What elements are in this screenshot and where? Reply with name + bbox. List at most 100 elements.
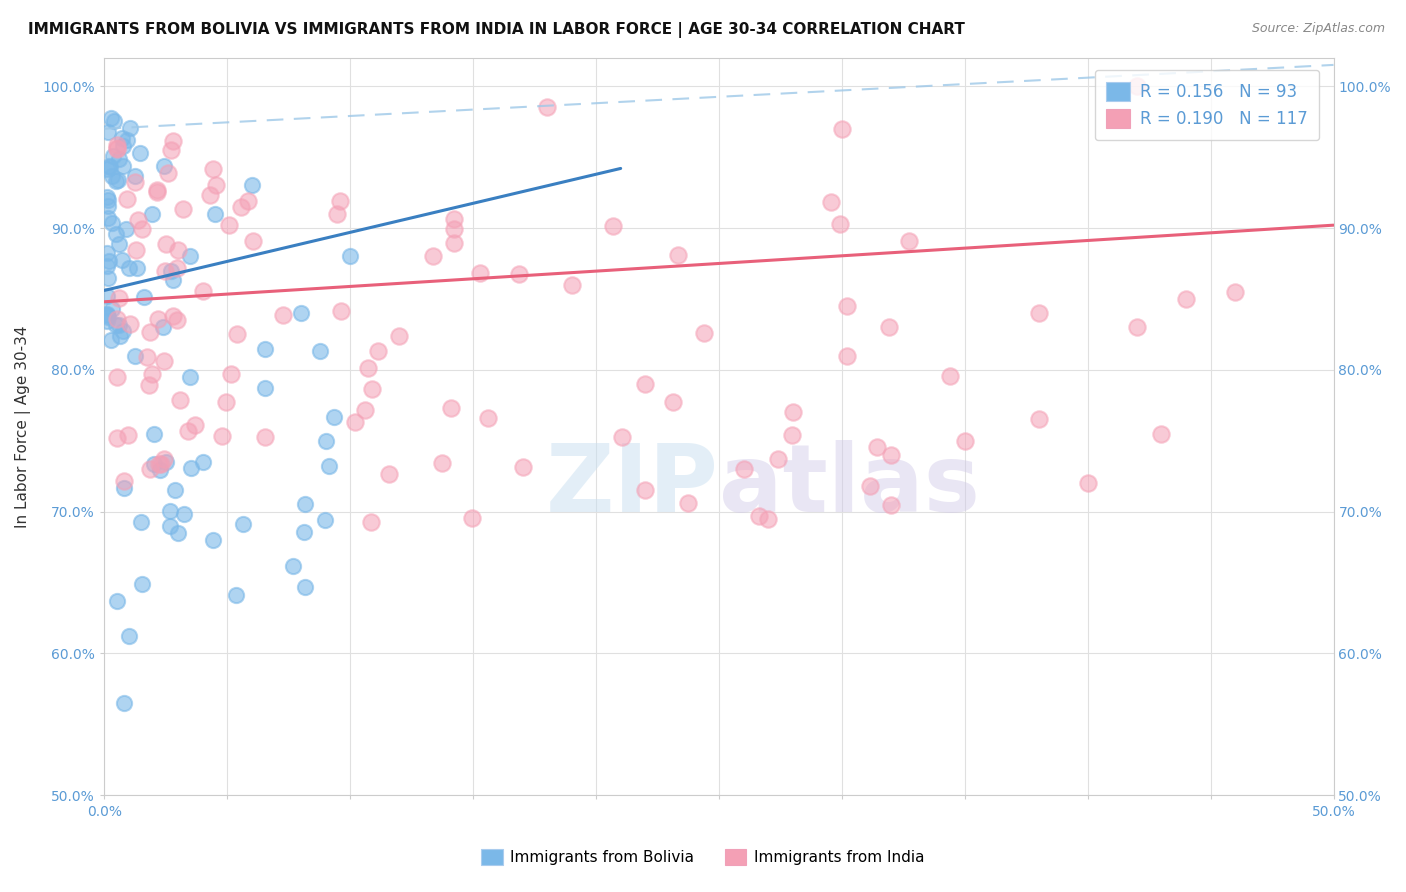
Point bbox=[780, 428, 803, 442]
Point bbox=[344, 416, 367, 430]
Point bbox=[290, 306, 312, 320]
Point bbox=[97, 211, 120, 226]
Point bbox=[240, 178, 263, 193]
Point bbox=[105, 137, 128, 152]
Text: atlas: atlas bbox=[718, 440, 980, 532]
Point bbox=[152, 354, 174, 368]
Point bbox=[242, 234, 264, 248]
Point bbox=[1225, 285, 1247, 299]
Point bbox=[159, 518, 181, 533]
Point bbox=[353, 403, 375, 417]
Point bbox=[100, 111, 122, 125]
Point bbox=[193, 285, 215, 299]
Point bbox=[96, 260, 118, 274]
Point bbox=[177, 424, 200, 438]
Point bbox=[96, 289, 118, 303]
Point bbox=[97, 125, 120, 139]
Point bbox=[125, 243, 148, 257]
Point bbox=[118, 630, 141, 644]
Point bbox=[477, 410, 499, 425]
Point bbox=[103, 114, 125, 128]
Point bbox=[96, 190, 118, 204]
Point bbox=[1077, 476, 1099, 491]
Point bbox=[112, 474, 135, 488]
Point bbox=[155, 455, 177, 469]
Point bbox=[294, 580, 316, 594]
Point bbox=[162, 309, 184, 323]
Point bbox=[211, 429, 233, 443]
Point bbox=[167, 525, 190, 540]
Point bbox=[138, 378, 160, 392]
Point bbox=[96, 246, 118, 260]
Point bbox=[124, 176, 146, 190]
Point bbox=[634, 483, 657, 498]
Point bbox=[204, 207, 226, 221]
Point bbox=[356, 361, 378, 376]
Point bbox=[112, 696, 135, 710]
Text: IMMIGRANTS FROM BOLIVIA VS IMMIGRANTS FROM INDIA IN LABOR FORCE | AGE 30-34 CORR: IMMIGRANTS FROM BOLIVIA VS IMMIGRANTS FR… bbox=[28, 22, 965, 38]
Point bbox=[98, 160, 121, 174]
Point bbox=[877, 320, 900, 334]
Point bbox=[367, 344, 389, 359]
Point bbox=[294, 497, 316, 511]
Point bbox=[96, 307, 118, 321]
Point bbox=[169, 392, 191, 407]
Point bbox=[159, 264, 181, 278]
Point bbox=[666, 248, 689, 262]
Point bbox=[1126, 79, 1149, 94]
Point bbox=[561, 278, 583, 293]
Point bbox=[880, 498, 903, 512]
Point bbox=[225, 588, 247, 602]
Point bbox=[105, 142, 128, 156]
Point bbox=[309, 344, 332, 359]
Point bbox=[460, 511, 482, 525]
Point bbox=[202, 161, 225, 176]
Point bbox=[166, 260, 188, 275]
Point bbox=[127, 213, 149, 227]
Legend: R = 0.156   N = 93, R = 0.190   N = 117: R = 0.156 N = 93, R = 0.190 N = 117 bbox=[1095, 70, 1319, 140]
Point bbox=[219, 367, 242, 381]
Point bbox=[238, 194, 260, 208]
Point bbox=[111, 253, 134, 268]
Point bbox=[180, 461, 202, 475]
Point bbox=[96, 314, 118, 328]
Point bbox=[107, 172, 129, 186]
Point bbox=[253, 430, 276, 444]
Point bbox=[124, 349, 146, 363]
Point bbox=[159, 144, 181, 158]
Point bbox=[226, 327, 249, 342]
Point bbox=[508, 267, 530, 281]
Point bbox=[229, 200, 252, 214]
Point bbox=[104, 227, 127, 242]
Point bbox=[692, 326, 714, 341]
Point bbox=[136, 350, 159, 364]
Point bbox=[215, 394, 238, 409]
Point bbox=[120, 318, 142, 332]
Point bbox=[835, 300, 858, 314]
Point bbox=[173, 507, 195, 521]
Point bbox=[131, 515, 153, 529]
Point bbox=[253, 342, 276, 356]
Point bbox=[820, 195, 842, 210]
Point bbox=[139, 325, 162, 339]
Point bbox=[115, 193, 138, 207]
Point bbox=[100, 169, 122, 183]
Point bbox=[179, 249, 201, 263]
Point bbox=[866, 440, 889, 454]
Point bbox=[152, 320, 174, 334]
Point bbox=[198, 188, 221, 202]
Point bbox=[1175, 292, 1198, 306]
Point bbox=[103, 149, 125, 163]
Point bbox=[132, 290, 155, 304]
Point bbox=[183, 417, 205, 432]
Point bbox=[733, 462, 755, 476]
Point bbox=[166, 313, 188, 327]
Point bbox=[101, 216, 124, 230]
Point bbox=[153, 263, 176, 277]
Point bbox=[536, 100, 558, 114]
Point bbox=[283, 559, 305, 574]
Point bbox=[111, 138, 134, 153]
Point bbox=[155, 237, 177, 252]
Point bbox=[748, 508, 770, 523]
Point bbox=[124, 169, 146, 183]
